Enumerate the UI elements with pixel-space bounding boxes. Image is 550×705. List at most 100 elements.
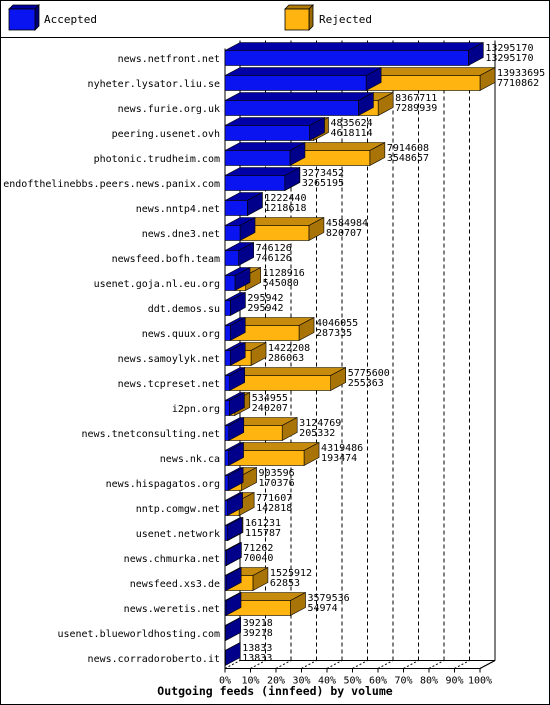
bar-accepted-front [224, 225, 241, 241]
bar-accepted-front [224, 200, 248, 216]
x-tick-label: 70% [394, 676, 412, 687]
bar-accepted-front [224, 100, 359, 116]
value-label-accepted: 1218618 [264, 203, 306, 214]
bar-accepted-front [224, 550, 227, 566]
bar-accepted [224, 642, 241, 666]
value-label-offered: 4584984 [326, 218, 368, 229]
x-tick-label: 40% [318, 676, 336, 687]
bar-accepted-front [224, 325, 231, 341]
legend-swatch-rejected-top [284, 4, 314, 10]
category-label: news.nntp4.net [136, 204, 220, 215]
x-tick-label: 20% [267, 676, 285, 687]
value-label-accepted: 255363 [348, 378, 384, 389]
bar-rejected [289, 142, 386, 166]
value-label-offered: 534955 [252, 393, 288, 404]
value-label-accepted: 287335 [316, 328, 352, 339]
bar-accepted-front [224, 125, 310, 141]
bar-accepted-top [224, 92, 374, 101]
value-label-offered: 1128916 [263, 268, 305, 279]
bar-rejected [365, 67, 496, 91]
value-label-offered: 1422208 [268, 343, 310, 354]
category-label: usenet.goja.nl.eu.org [94, 279, 220, 290]
bar-rejected-front [365, 75, 481, 91]
value-label-accepted: 142818 [256, 503, 292, 514]
bar-accepted-front [224, 650, 226, 666]
value-label-offered: 903596 [259, 468, 295, 479]
bar-accepted-front [224, 375, 230, 391]
x-tick-label: 90% [445, 676, 463, 687]
bar-accepted [224, 92, 374, 116]
value-label-offered: 3124769 [299, 418, 341, 429]
value-label-accepted: 545080 [263, 278, 299, 289]
value-label-offered: 5775600 [348, 368, 390, 379]
bar-rejected [229, 367, 346, 391]
floor-tick-line [454, 660, 470, 669]
bar-accepted-front [224, 350, 231, 366]
x-tick-label: 10% [241, 676, 259, 687]
x-tick-label: 100% [468, 676, 492, 687]
bar-accepted-front [224, 250, 239, 266]
bar-accepted [224, 342, 246, 366]
bar-accepted [224, 167, 301, 191]
bar-accepted [224, 217, 256, 241]
legend-label-accepted: Accepted [44, 13, 97, 26]
floor-tick-line [275, 660, 292, 669]
bar-accepted-front [224, 575, 227, 591]
category-label: news.quux.org [142, 329, 220, 340]
legend-swatch-accepted-side [34, 4, 40, 31]
value-label-offered: 7914608 [387, 143, 429, 154]
bar-accepted [224, 192, 263, 216]
bar-accepted [224, 367, 245, 391]
value-label-offered: 295942 [247, 293, 283, 304]
value-label-accepted: 54974 [308, 603, 338, 614]
value-label-offered: 39218 [243, 618, 273, 629]
floor-tick-line [403, 660, 419, 669]
category-label: news.samoylyk.net [118, 354, 220, 365]
x-tick-label: 0% [219, 676, 231, 687]
bar-rejected-top [229, 367, 346, 376]
legend-item-accepted: Accepted [8, 4, 97, 31]
value-label-accepted: 70040 [243, 553, 273, 564]
bar-accepted-top [224, 67, 382, 76]
value-label-accepted: 13833 [242, 653, 272, 664]
bar-accepted-front [224, 625, 227, 641]
bar-accepted [224, 267, 251, 291]
bar-accepted [224, 317, 246, 341]
category-label: newsfeed.xs3.de [130, 579, 220, 590]
bar-accepted [224, 292, 246, 316]
bar-accepted-front [224, 275, 236, 291]
value-label-accepted: 13295170 [485, 53, 533, 64]
bar-accepted-front [224, 400, 230, 416]
category-label: news.tcpreset.net [118, 379, 220, 390]
bar-accepted [224, 542, 242, 566]
bar-accepted [224, 117, 325, 141]
category-label: news.nk.ca [160, 454, 220, 465]
bar-accepted [224, 67, 382, 91]
floor-tick-line [377, 660, 394, 669]
bar-accepted-front [224, 75, 367, 91]
category-label: usenet.blueworldhosting.com [57, 629, 220, 640]
bar-accepted [224, 42, 484, 66]
value-label-offered: 161231 [245, 518, 281, 529]
value-label-offered: 4319486 [321, 443, 363, 454]
value-label-accepted: 240207 [252, 403, 288, 414]
category-label: endofthelinebbs.peers.news.panix.com [3, 179, 220, 190]
value-label-offered: 13833 [242, 643, 272, 654]
bar-rejected [228, 442, 320, 466]
value-label-accepted: 7289939 [395, 103, 437, 114]
value-label-accepted: 39218 [243, 628, 273, 639]
bar-accepted-front [224, 425, 230, 441]
bar-accepted-front [224, 150, 291, 166]
floor-tick-line [224, 660, 241, 669]
value-label-accepted: 7710862 [497, 78, 539, 89]
bar-accepted-top [224, 117, 325, 126]
bar-accepted-front [224, 525, 228, 541]
legend-swatch-rejected [284, 8, 310, 31]
category-label: nyheter.lysator.liu.se [88, 79, 220, 90]
value-label-accepted: 62853 [270, 578, 300, 589]
category-labels: news.netfront.net nyheter.lysator.liu.se n… [3, 54, 220, 665]
category-label: news.dne3.net [142, 229, 220, 240]
bar-accepted-front [224, 600, 227, 616]
